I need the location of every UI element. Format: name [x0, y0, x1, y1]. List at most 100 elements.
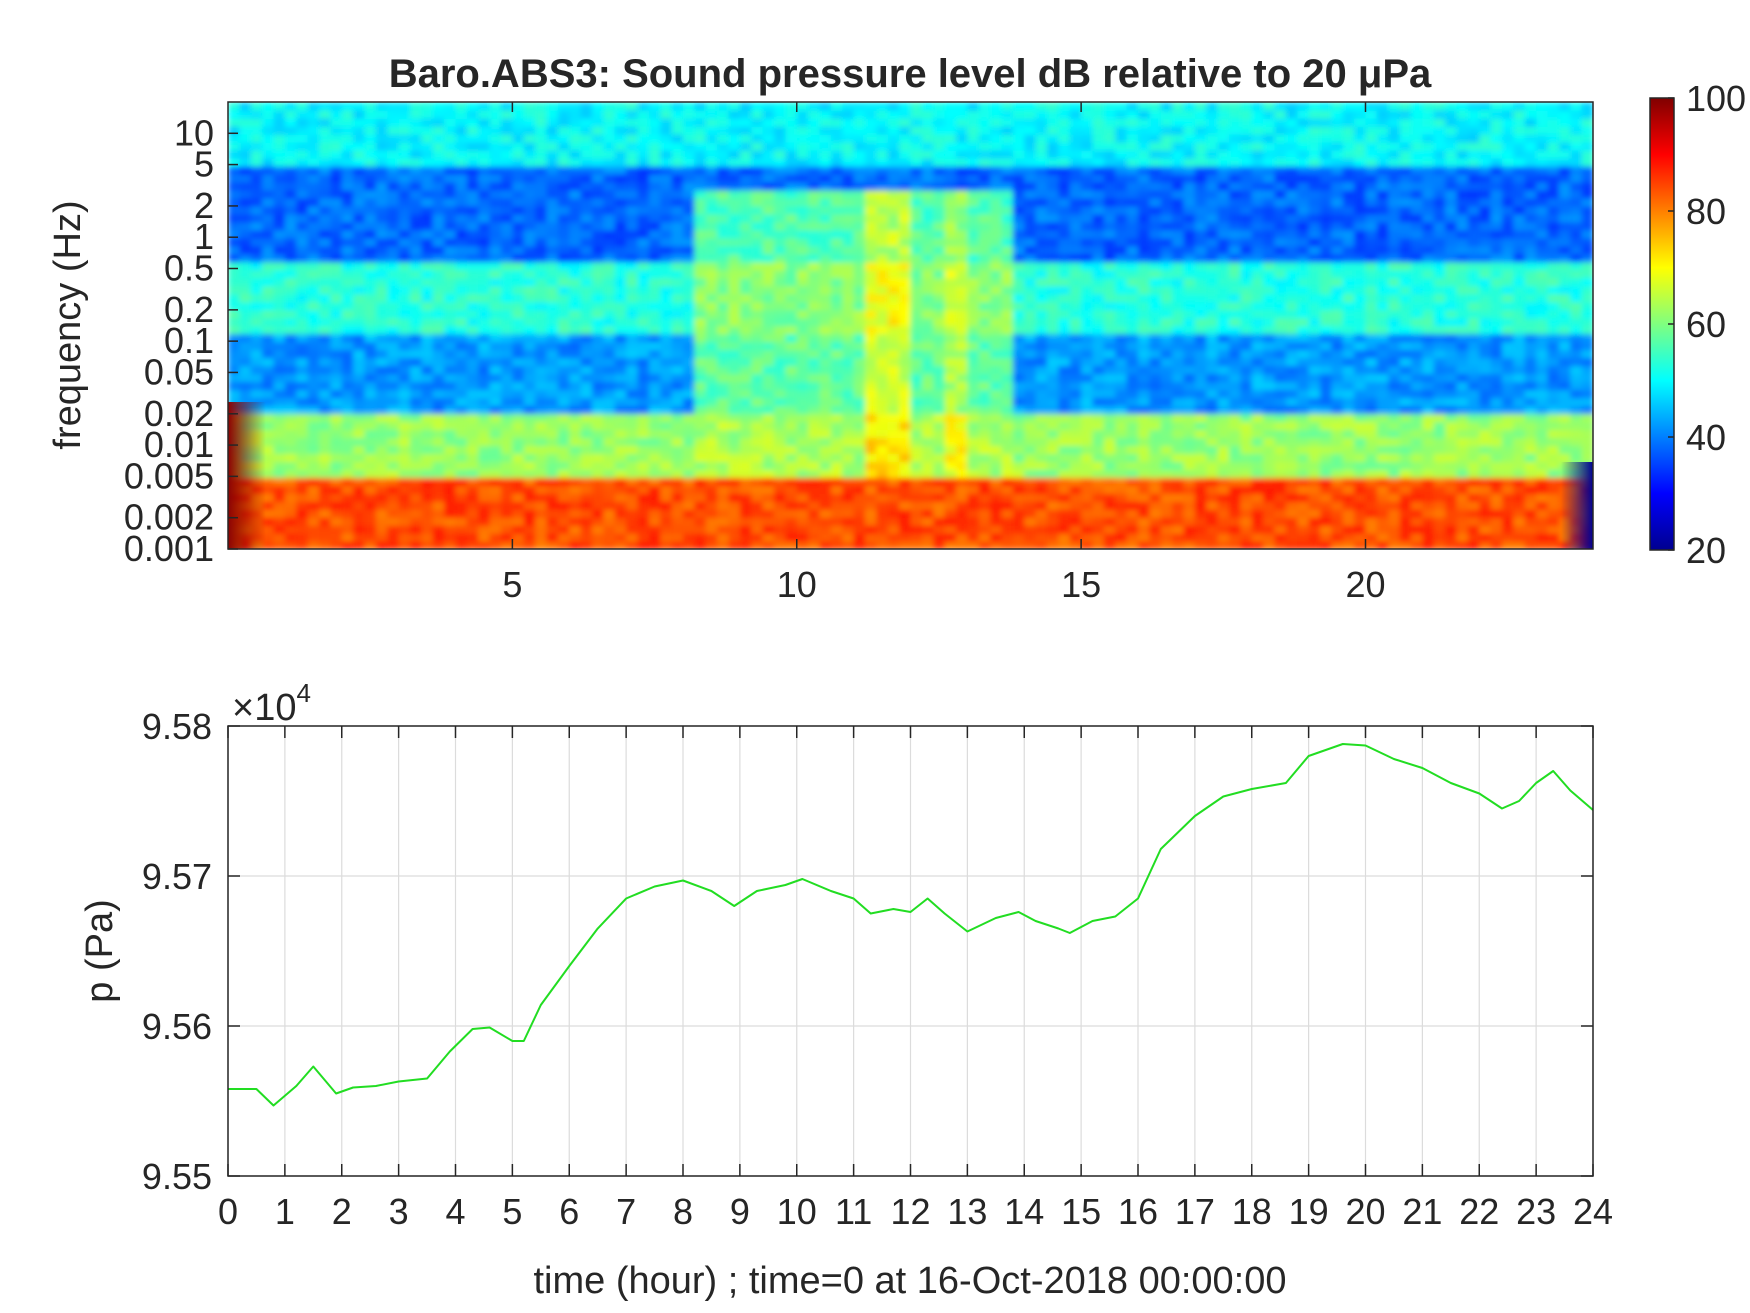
spectrogram-cell — [717, 429, 730, 439]
spectrogram-cell — [751, 229, 764, 239]
spectrogram-cell — [1058, 133, 1071, 143]
spectrogram-cell — [751, 253, 764, 263]
spectrogram-cell — [535, 541, 548, 549]
spectrogram-cell — [830, 293, 844, 303]
spectrogram-cell — [319, 421, 332, 431]
spectrogram-cell — [910, 453, 923, 462]
spectrogram-cell — [489, 525, 502, 534]
spectrogram-cell — [728, 373, 741, 383]
spectrogram-cell — [830, 493, 844, 502]
spectrogram-cell — [865, 149, 878, 159]
spectrogram-cell — [887, 381, 900, 391]
spectrogram-cell — [1138, 325, 1151, 335]
spectrogram-cell — [751, 477, 764, 486]
spectrogram-cell — [808, 117, 821, 127]
spectrogram-cell — [512, 109, 525, 119]
spectrogram-cell — [1149, 261, 1162, 271]
spectrogram-cell — [489, 229, 502, 239]
spectrogram-cell — [967, 157, 980, 167]
spectrogram-cell — [262, 165, 275, 175]
spectrogram-cell — [728, 173, 741, 183]
spectrogram-cell — [489, 469, 502, 478]
spectrogram-cell — [728, 525, 741, 534]
spectrogram-cell — [432, 181, 445, 191]
spectrogram-cell — [1206, 373, 1219, 383]
spectrogram-cell — [1047, 221, 1060, 231]
spectrogram-cell — [455, 349, 468, 359]
spectrogram-cell — [865, 509, 878, 518]
spectrogram-cell — [592, 221, 605, 231]
spectrogram-cell — [1092, 405, 1105, 415]
spectrogram-cell — [1194, 501, 1208, 510]
spectrogram-cell — [978, 365, 991, 375]
spectrogram-cell — [1194, 461, 1208, 470]
spectrogram-cell — [546, 293, 559, 303]
spectrogram-cell — [421, 229, 434, 239]
spectrogram-cell — [364, 133, 377, 143]
spectrogram-cell — [239, 349, 252, 359]
spectrogram-cell — [330, 157, 343, 167]
spectrogram-cell — [1217, 493, 1230, 502]
spectrogram-cell — [284, 173, 298, 183]
spectrogram-cell — [978, 285, 991, 295]
spectrogram-cell — [1058, 269, 1071, 279]
spectrogram-cell — [512, 253, 525, 263]
spectrogram-cell — [1115, 141, 1128, 151]
spectrogram-cell — [603, 349, 616, 359]
spectrogram-cell — [819, 213, 832, 223]
spectrogram-cell — [501, 389, 514, 399]
spectrogram-cell — [1149, 157, 1162, 167]
spectrogram-cell — [444, 477, 457, 486]
spectrogram-cell — [546, 165, 559, 175]
spectrogram-cell — [262, 109, 275, 119]
spectrogram-cell — [694, 525, 707, 534]
spectrogram-cell — [1012, 189, 1026, 199]
spectrogram-cell — [705, 197, 718, 207]
spectrogram-cell — [1092, 333, 1105, 343]
spectrogram-cell — [398, 253, 411, 263]
spectrogram-cell — [1194, 293, 1208, 303]
spectrogram-cell — [535, 229, 548, 239]
spectrogram-cell — [614, 485, 627, 494]
spectrogram-cell — [1138, 285, 1151, 295]
spectrogram-cell — [785, 509, 798, 518]
spectrogram-cell — [455, 205, 468, 215]
spectrogram-cell — [319, 413, 332, 423]
spectrogram-cell — [228, 349, 241, 359]
spectrogram-cell — [353, 477, 366, 486]
spectrogram-cell — [421, 317, 434, 327]
spectrogram-cell — [569, 541, 582, 549]
spectrogram-cell — [921, 373, 935, 383]
spectrogram-cell — [444, 429, 457, 439]
spectrogram-cell — [489, 485, 502, 494]
spectrogram-cell — [478, 525, 491, 534]
spectrogram-cell — [808, 373, 821, 383]
spectrogram-cell — [501, 301, 514, 311]
spectrogram-cell — [933, 125, 946, 135]
spectrogram-cell — [626, 102, 639, 111]
spectrogram-cell — [284, 453, 298, 462]
spectrogram-cell — [1160, 485, 1173, 494]
spectrogram-cell — [830, 501, 844, 510]
spectrogram-cell — [819, 477, 832, 486]
spectrogram-cell — [671, 341, 684, 351]
spectrogram-cell — [1024, 205, 1037, 215]
spectrogram-cell — [421, 485, 434, 494]
spectrogram-cell — [432, 525, 445, 534]
spectrogram-cell — [273, 173, 286, 183]
spectrogram-cell — [1115, 445, 1128, 455]
spectrogram-cell — [1217, 102, 1230, 111]
spectrogram-cell — [1126, 533, 1139, 542]
spectrogram-cell — [933, 405, 946, 415]
spectrogram-cell — [717, 453, 730, 462]
spectrogram-cell — [580, 357, 593, 367]
spectrogram-cell — [1115, 125, 1128, 135]
spectrogram-cell — [1240, 477, 1253, 486]
spectrogram-cell — [1115, 493, 1128, 502]
spectrogram-cell — [296, 165, 309, 175]
spectrogram-cell — [273, 205, 286, 215]
spectrogram-cell — [933, 189, 946, 199]
spectrogram-cell — [739, 317, 753, 327]
spectrogram-cell — [592, 133, 605, 143]
spectrogram-cell — [728, 109, 741, 119]
